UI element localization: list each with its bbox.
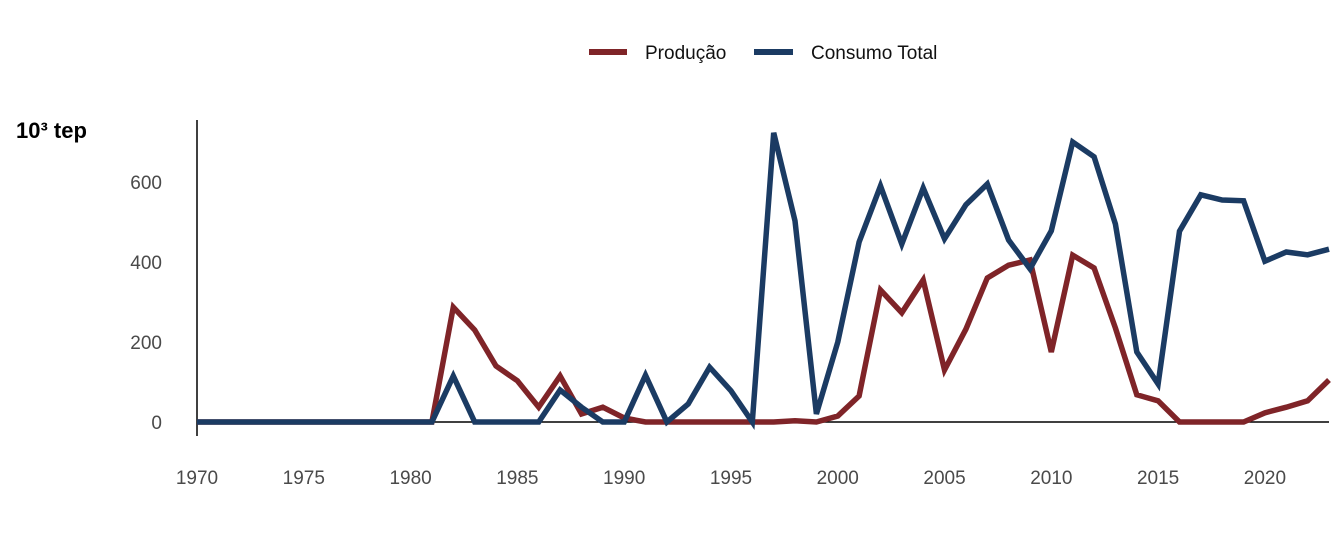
legend-label-producao: Produção [645, 43, 726, 64]
legend-item-consumo-total[interactable]: Consumo Total [754, 43, 937, 64]
y-tick-label: 600 [130, 173, 162, 194]
x-tick-label: 2010 [1030, 468, 1072, 489]
x-tick-label: 1975 [283, 468, 325, 489]
legend-item-producao[interactable]: Produção [589, 43, 726, 64]
y-tick-label: 200 [130, 333, 162, 354]
x-tick-label: 1970 [176, 468, 218, 489]
series-group [197, 132, 1331, 431]
axes: 0 200 400 600 1970 1975 1980 1985 1990 1995 2000 20… [130, 120, 1329, 489]
y-axis-unit-label: 10³ tep [16, 118, 87, 143]
x-tick-label: 1985 [496, 468, 538, 489]
x-tick-label: 2000 [817, 468, 859, 489]
legend-label-consumo-total: Consumo Total [811, 43, 937, 64]
x-tick-label: 1990 [603, 468, 645, 489]
series-line-consumo-total [197, 132, 1330, 431]
y-tick-label: 0 [151, 413, 162, 434]
y-tick-label: 400 [130, 253, 162, 274]
x-tick-label: 1980 [389, 468, 431, 489]
x-tick-label: 2020 [1244, 468, 1286, 489]
x-tick-label: 2005 [923, 468, 965, 489]
chart-legend: Produção Consumo Total [589, 43, 937, 64]
x-tick-label: 2015 [1137, 468, 1179, 489]
x-tick-label: 1995 [710, 468, 752, 489]
